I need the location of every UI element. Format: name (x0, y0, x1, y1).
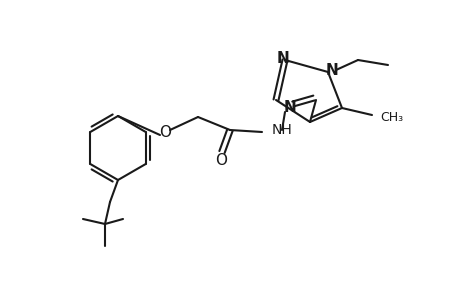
Text: N: N (276, 50, 289, 65)
Text: NH: NH (271, 123, 292, 137)
Text: O: O (159, 124, 171, 140)
Text: N: N (325, 62, 338, 77)
Text: O: O (214, 152, 226, 167)
Text: N: N (283, 100, 296, 115)
Text: CH₃: CH₃ (379, 110, 402, 124)
